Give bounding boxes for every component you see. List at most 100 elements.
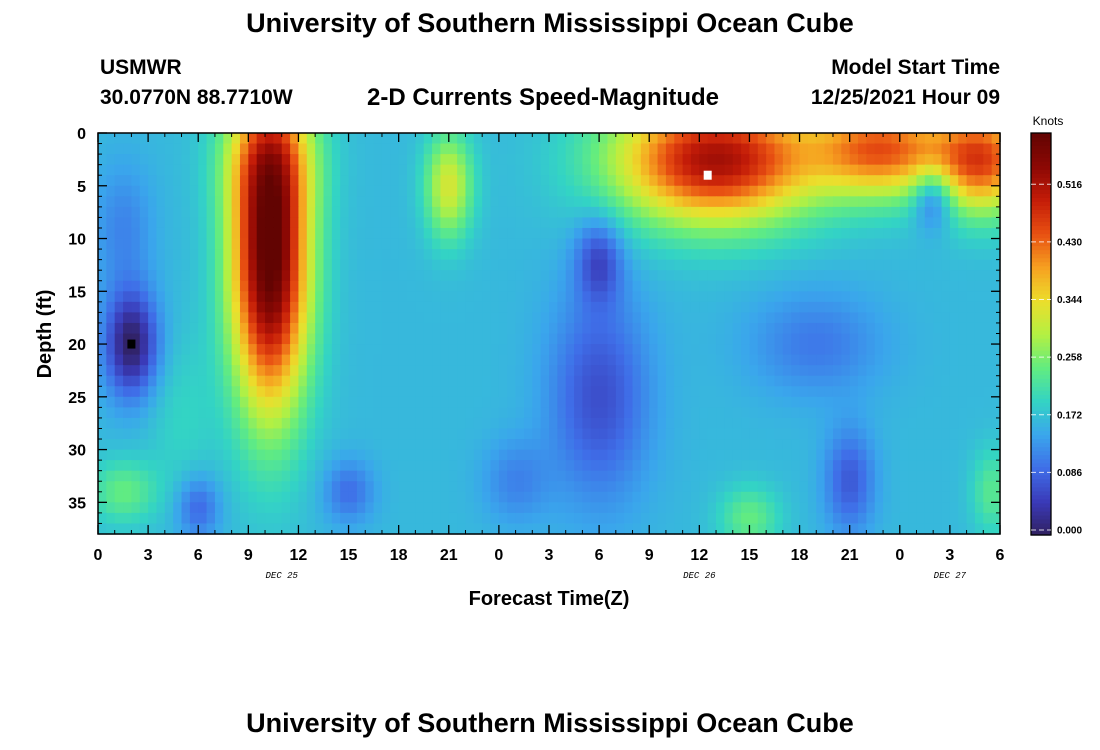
heatmap-cell [966,491,976,503]
heatmap-cell [590,270,600,282]
heatmap-cell [298,375,308,387]
heatmap-cell [665,439,675,451]
heatmap-cell [340,291,350,303]
heatmap-cell [782,417,792,430]
heatmap-cell [340,523,350,535]
heatmap-cell [256,249,266,261]
heatmap-cell [365,143,375,155]
heatmap-cell [290,439,300,451]
heatmap-cell [189,333,199,345]
heatmap-cell [640,386,650,398]
heatmap-cell [206,365,216,377]
heatmap-cell [315,291,325,303]
heatmap-cell [440,428,450,440]
heatmap-cell [682,164,692,176]
heatmap-cell [498,227,508,240]
heatmap-cell [757,280,767,292]
heatmap-cell [139,270,149,282]
heatmap-cell [858,512,867,525]
heatmap-cell [615,312,625,324]
heatmap-cell [482,333,492,345]
heatmap-cell [457,280,467,292]
heatmap-cell [774,312,784,324]
heatmap-cell [908,206,918,219]
heatmap-cell [590,417,600,430]
heatmap-cell [690,291,700,303]
heatmap-cell [916,333,926,345]
heatmap-cell [941,428,951,440]
heatmap-cell [189,386,199,398]
heatmap-cell [699,280,709,292]
heatmap-cell [991,491,1001,503]
heatmap-cell [599,301,609,313]
heatmap-cell [590,196,600,208]
heatmap-cell [448,512,458,525]
heatmap-cell [348,449,358,461]
heatmap-cell [941,249,951,261]
heatmap-cell [473,523,483,535]
heatmap-cell [582,502,592,514]
heatmap-cell [398,407,408,419]
heatmap-cell [231,154,241,166]
heatmap-cell [206,523,216,535]
heatmap-cell [874,460,884,472]
heatmap-cell [724,227,734,240]
heatmap-cell [966,185,976,197]
heatmap-cell [757,470,767,482]
heatmap-cell [941,365,951,377]
heatmap-cell [974,344,984,356]
heatmap-cell [315,449,325,461]
heatmap-cell [448,333,458,345]
heatmap-cell [106,449,116,461]
heatmap-cell [749,512,759,525]
heatmap-cell [807,439,817,451]
heatmap-cell [732,354,742,366]
heatmap-cell [173,396,183,408]
heatmap-cell [699,259,709,271]
heatmap-cell [841,417,851,430]
heatmap-cell [858,133,867,145]
heatmap-cell [273,154,283,166]
heatmap-cell [265,227,274,240]
heatmap-cell [933,344,943,356]
heatmap-cell [807,206,817,219]
heatmap-cell [958,396,968,408]
heatmap-cell [824,217,834,229]
heatmap-cell [899,238,909,250]
heatmap-cell [290,354,300,366]
heatmap-cell [774,301,784,313]
heatmap-cell [206,175,216,187]
heatmap-cell [356,396,366,408]
heatmap-cell [682,523,692,535]
heatmap-cell [148,133,158,145]
heatmap-cell [933,449,943,461]
heatmap-cell [490,280,500,292]
heatmap-cell [423,238,433,250]
heatmap-cell [490,175,500,187]
station-coordinates: 30.0770N 88.7710W [100,86,293,109]
heatmap-cell [916,301,926,313]
heatmap-cell [933,481,943,493]
heatmap-cell [640,217,650,229]
heatmap-cell [331,470,341,482]
heatmap-cell [465,291,475,303]
heatmap-cell [807,217,817,229]
x-tick-label: 3 [945,547,954,564]
heatmap-cell [640,154,650,166]
heatmap-cell [899,312,909,324]
heatmap-cell [206,217,216,229]
colorbar-swatch [1031,410,1051,415]
heatmap-cell [891,291,901,303]
heatmap-cell [699,428,709,440]
heatmap-cell [899,439,909,451]
heatmap-cell [858,206,867,219]
heatmap-cell [816,470,826,482]
heatmap-cell [139,523,149,535]
colorbar-swatch [1031,382,1051,387]
heatmap-cell [690,217,700,229]
heatmap-cell [231,259,241,271]
heatmap-cell [131,375,141,387]
heatmap-cell [231,249,241,261]
heatmap-cell [716,291,725,303]
heatmap-cell [891,206,901,219]
